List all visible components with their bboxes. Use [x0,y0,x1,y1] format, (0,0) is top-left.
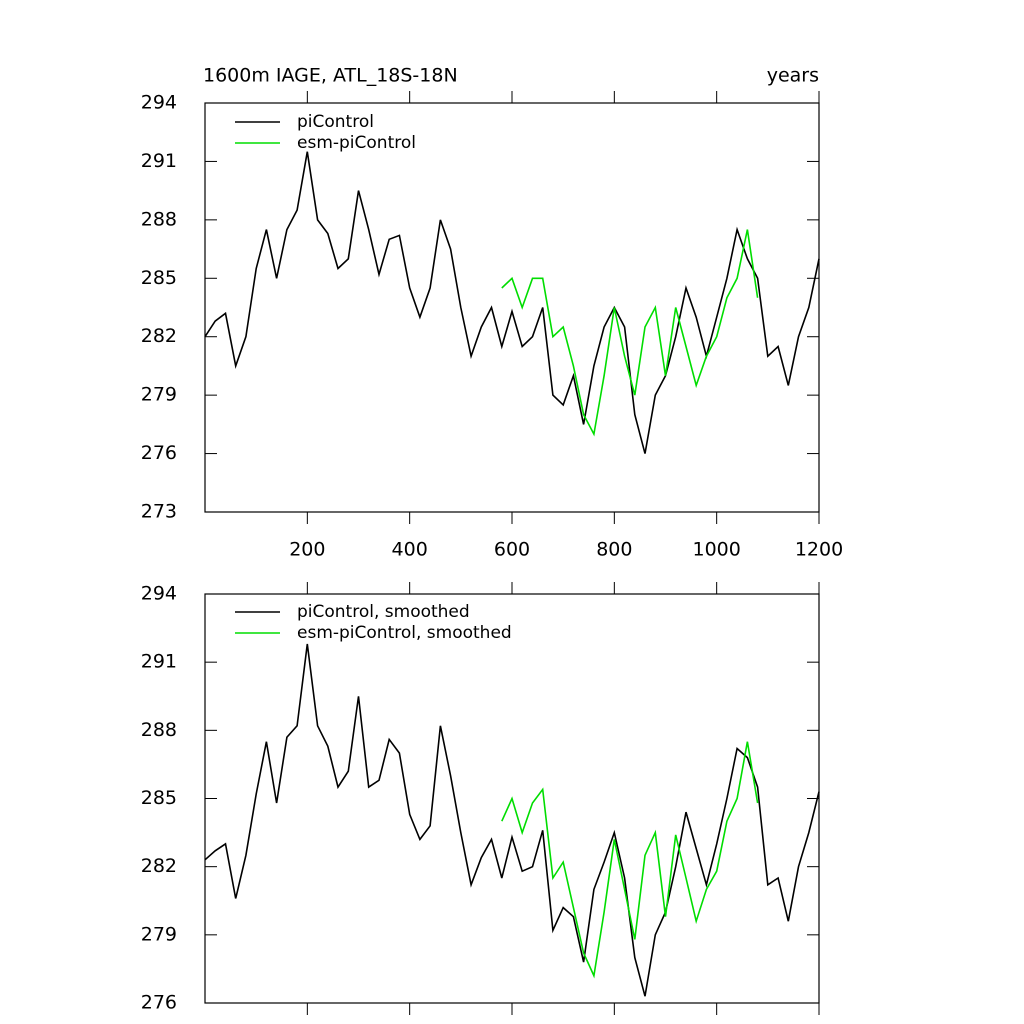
legend-label: piControl [297,112,374,132]
y-tick-label: 279 [141,923,177,945]
y-tick-label: 291 [141,651,177,673]
y-tick-label: 282 [141,325,177,347]
y-tick-label: 294 [141,92,177,114]
y-tick-label: 273 [141,501,177,523]
x-tick-label: 200 [289,539,325,561]
x-tick-label: 600 [494,539,530,561]
y-tick-label: 285 [141,787,177,809]
y-tick-label: 288 [141,208,177,230]
legend-label: esm-piControl [297,133,416,153]
y-tick-label: 285 [141,267,177,289]
plot-frame [204,102,820,513]
y-tick-label: 294 [141,583,177,605]
y-tick-label: 282 [141,855,177,877]
x-tick-label: 1000 [692,539,740,561]
x-tick-label: 400 [392,539,428,561]
legend-label: piControl, smoothed [297,602,470,622]
right-title: years [767,65,819,87]
y-tick-label: 276 [141,442,177,464]
chart-title: 1600m IAGE, ATL_18S-18N [203,65,458,87]
data-line [501,229,759,437]
y-tick-label: 291 [141,150,177,172]
y-tick-label: 276 [141,992,177,1014]
legend-label: esm-piControl, smoothed [297,623,512,643]
x-tick-label: 800 [596,539,632,561]
data-line [501,741,759,979]
y-tick-label: 279 [141,384,177,406]
y-tick-label: 288 [141,719,177,741]
data-line [204,643,820,997]
data-line [204,151,820,454]
x-tick-label: 1200 [795,539,843,561]
